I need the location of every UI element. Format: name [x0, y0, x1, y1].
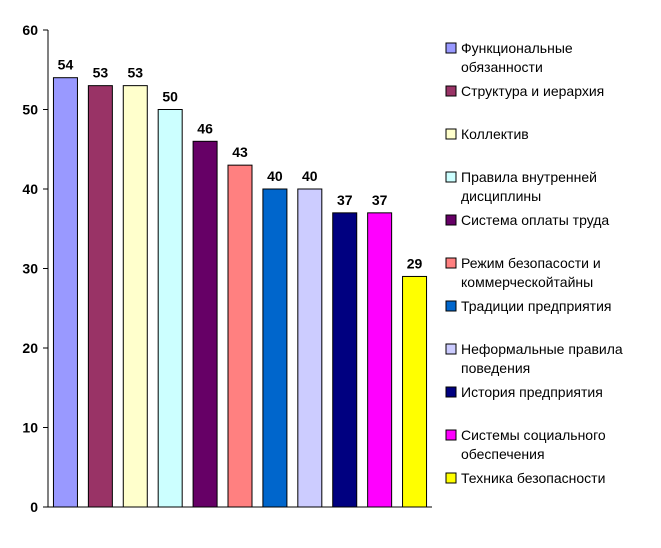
legend-item: Традиции предприятия: [445, 298, 611, 314]
legend-label: Неформальные правила: [461, 341, 623, 357]
bar: [227, 164, 253, 508]
data-label: 40: [302, 168, 318, 184]
bar: [367, 212, 393, 508]
legend-label: История предприятия: [461, 384, 603, 400]
legend-label: коммерческойтайны: [461, 274, 593, 290]
data-label: 46: [197, 120, 213, 136]
data-label: 40: [267, 168, 283, 184]
legend-swatch: [445, 472, 457, 484]
legend-label: Коллектив: [461, 126, 529, 142]
legend-item: Неформальные правила поведения: [445, 341, 623, 376]
y-tick-label: 50: [22, 102, 38, 118]
legend-label: Функциональные: [461, 40, 573, 56]
legend-item: История предприятия: [445, 384, 603, 400]
legend-swatch: [445, 343, 457, 355]
legend-label: обеспечения: [461, 446, 545, 462]
data-label: 29: [407, 255, 423, 271]
bar: [297, 188, 323, 508]
legend-item: Режим безопасости и коммерческойтайны: [445, 255, 601, 290]
legend-label: Традиции предприятия: [461, 298, 611, 314]
bar: [192, 140, 218, 508]
legend-item: Системы социального обеспечения: [445, 427, 606, 462]
legend-label: Правила внутренней: [461, 169, 597, 185]
legend-swatch: [445, 429, 457, 441]
legend-swatch: [445, 171, 457, 183]
legend-item: Система оплаты труда: [445, 212, 609, 228]
legend-item: Структура и иерархия: [445, 83, 604, 99]
legend-label: Режим безопасости и: [461, 255, 601, 271]
legend-swatch: [445, 128, 457, 140]
bar: [157, 109, 183, 508]
y-tick-label: 10: [22, 420, 38, 436]
bar: [52, 77, 78, 508]
bar: [87, 85, 113, 508]
data-label: 54: [58, 57, 74, 73]
data-label: 43: [232, 144, 248, 160]
bars: [52, 77, 428, 508]
y-tick-label: 20: [22, 340, 38, 356]
y-tick-label: 0: [30, 499, 38, 515]
legend: Функциональные обязанности Структура и иер…: [445, 40, 623, 486]
legend-item: Коллектив: [445, 126, 529, 142]
y-tick-label: 30: [22, 261, 38, 277]
legend-swatch: [445, 42, 457, 54]
data-label: 50: [162, 89, 178, 105]
legend-swatch: [445, 300, 457, 312]
data-label: 37: [372, 192, 388, 208]
data-label: 53: [93, 65, 109, 81]
legend-swatch: [445, 214, 457, 226]
data-labels: 54 53 53 50 46 43 40 40 37 37 29: [58, 57, 423, 272]
legend-label: Техника безопасности: [461, 470, 605, 486]
legend-swatch: [445, 386, 457, 398]
legend-swatch: [445, 85, 457, 97]
legend-label: поведения: [461, 360, 530, 376]
legend-label: дисциплины: [461, 188, 541, 204]
y-tick-label: 40: [22, 181, 38, 197]
bar: [262, 188, 288, 508]
legend-label: Структура и иерархия: [461, 83, 604, 99]
data-label: 53: [127, 65, 143, 81]
bar: [332, 212, 358, 508]
legend-label: Система оплаты труда: [461, 212, 609, 228]
bar: [402, 275, 428, 508]
legend-item: Функциональные обязанности: [445, 40, 573, 75]
bar: [122, 85, 148, 508]
data-label: 37: [337, 192, 353, 208]
legend-item: Правила внутренней дисциплины: [445, 169, 597, 204]
legend-label: обязанности: [461, 59, 543, 75]
legend-label: Системы социального: [461, 427, 606, 443]
legend-item: Техника безопасности: [445, 470, 605, 486]
legend-swatch: [445, 257, 457, 269]
y-tick-label: 60: [22, 22, 38, 38]
